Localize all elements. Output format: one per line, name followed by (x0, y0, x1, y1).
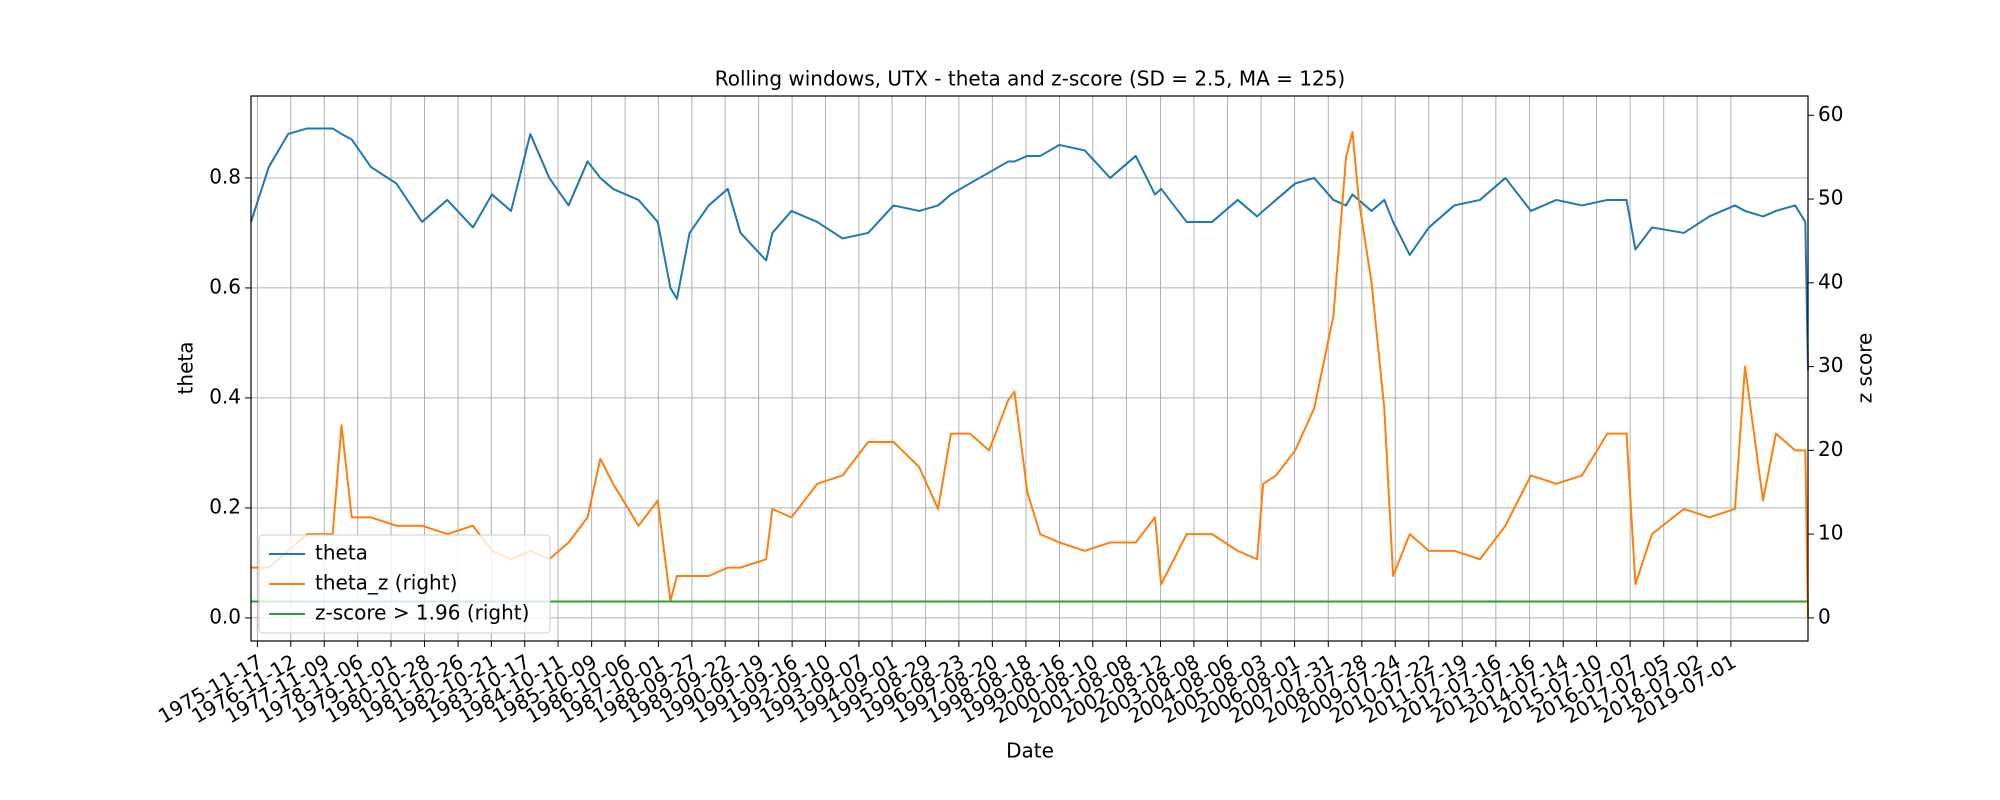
y-tick-label: 0.8 (209, 164, 241, 188)
y-tick-label: 0.4 (209, 384, 241, 408)
x-axis-label: Date (1006, 739, 1054, 763)
series-line (250, 127, 1809, 371)
y2-tick-label: 20 (1818, 437, 1843, 461)
y2-tick-label: 0 (1818, 604, 1831, 628)
legend-label: z-score > 1.96 (right) (315, 601, 529, 625)
y2-tick-label: 60 (1818, 102, 1843, 126)
y-tick-label: 0.6 (209, 274, 241, 298)
legend-label: theta (315, 541, 368, 565)
legend-label: theta_z (right) (315, 571, 457, 595)
y2-tick-label: 10 (1818, 521, 1843, 545)
y-tick-label: 0.0 (209, 604, 241, 628)
y-axis-label: theta (174, 342, 198, 395)
chart-title: Rolling windows, UTX - theta and z-score… (715, 67, 1346, 91)
plot-frame (250, 95, 1809, 642)
y2-tick-label: 30 (1818, 353, 1843, 377)
y2-tick-label: 40 (1818, 269, 1843, 293)
y2-tick-label: 50 (1818, 186, 1843, 210)
legend-box (258, 534, 551, 634)
legend: theta theta_z (right) z-score > 1.96 (righ… (258, 534, 551, 634)
y2-axis-label: z score (1853, 333, 1877, 404)
y-tick-label: 0.2 (209, 494, 241, 518)
